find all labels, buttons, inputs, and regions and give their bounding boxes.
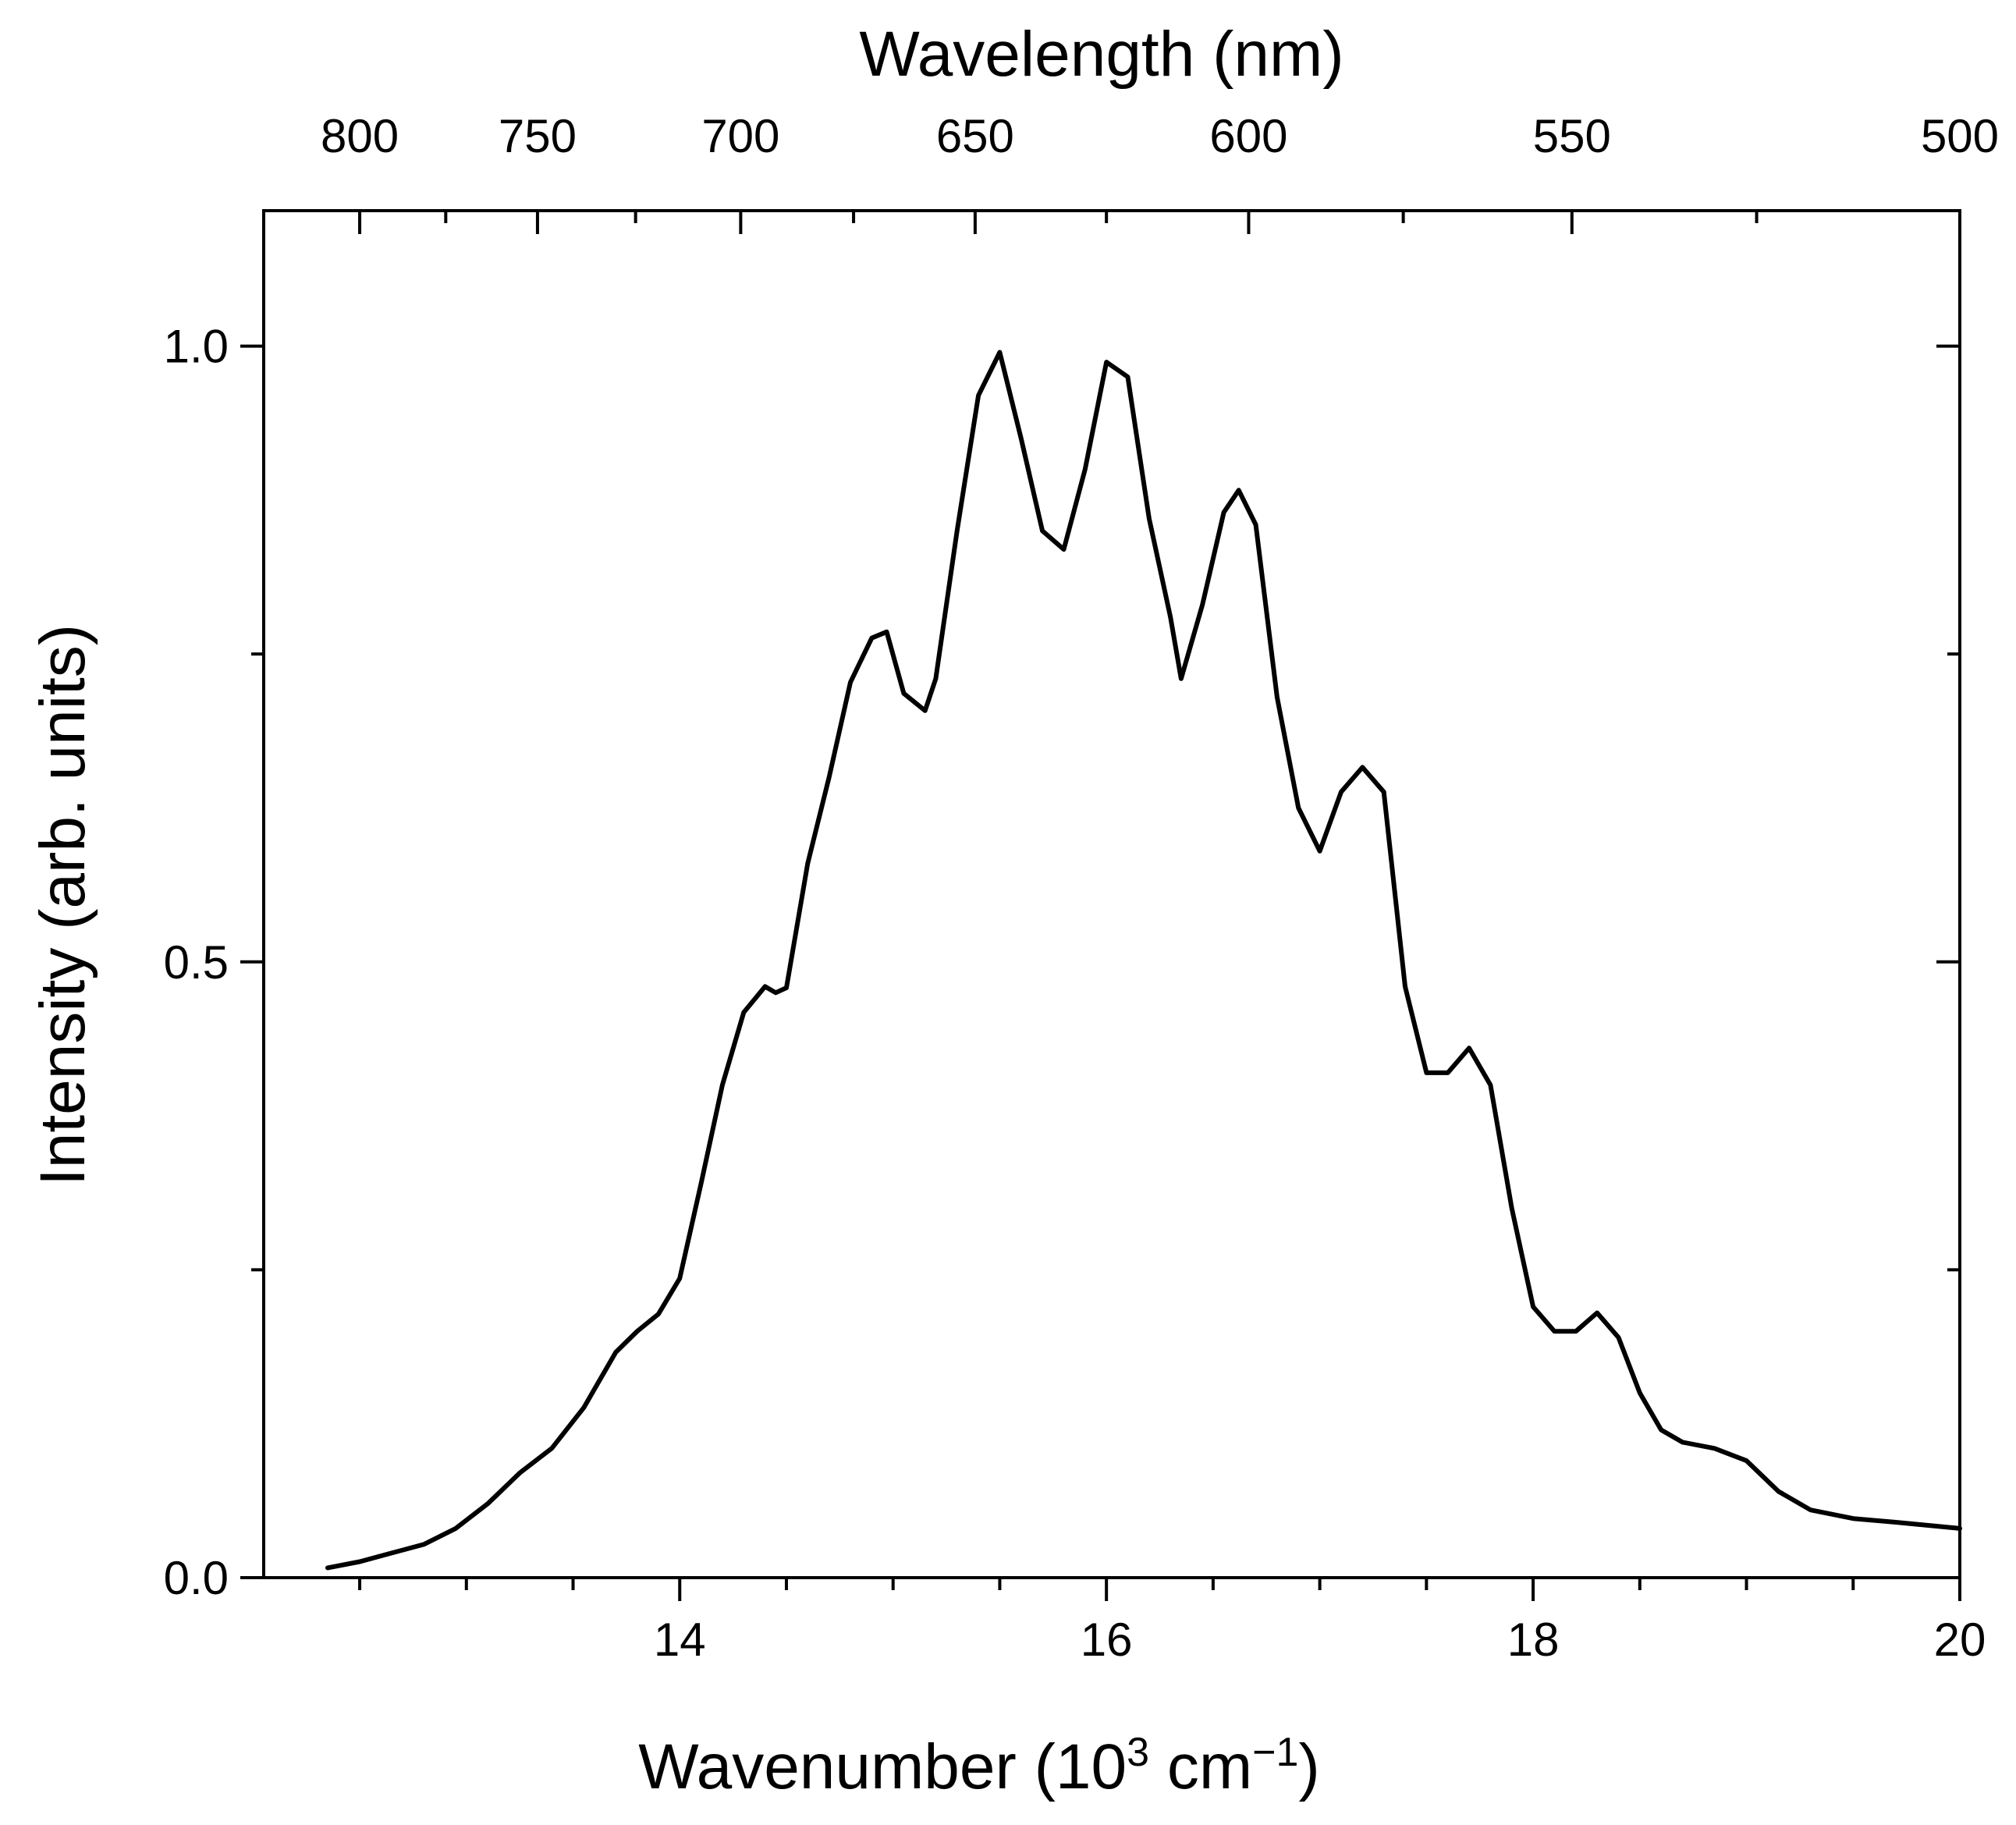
spectrum-series-line <box>325 350 1962 1571</box>
top-tick-label: 550 <box>1533 110 1611 162</box>
top-tick-label: 600 <box>1209 110 1287 162</box>
x-tick-label: 16 <box>1081 1614 1133 1666</box>
plot-frame <box>262 209 1961 1579</box>
x-axis-title-main: Wavenumber (10 <box>638 1731 1127 1802</box>
x-axis-title-sup: 3 <box>1127 1730 1149 1775</box>
x-tick-label: 14 <box>654 1614 706 1666</box>
x-axis-title-unit: cm <box>1149 1731 1252 1802</box>
top-tick-label: 750 <box>499 110 577 162</box>
y-tick-label: 0.5 <box>164 936 229 989</box>
x-axis-title-unit-sup: −1 <box>1252 1730 1298 1775</box>
top-tick-label: 700 <box>701 110 779 162</box>
top-tick-label: 650 <box>936 110 1014 162</box>
y-tick-label: 0.0 <box>164 1552 229 1604</box>
y-tick-label: 1.0 <box>164 321 229 373</box>
axis-ticks <box>240 211 1961 1601</box>
x-tick-label: 18 <box>1507 1614 1560 1666</box>
top-tick-label: 500 <box>1921 110 1999 162</box>
x-axis-title: Wavenumber (103 cm−1) <box>638 1730 1320 1802</box>
y-axis-title: Intensity (arb. units) <box>27 624 98 1186</box>
x-axis-title-close: ) <box>1298 1731 1319 1802</box>
x-tick-label: 20 <box>1934 1614 1986 1666</box>
tick-labels: 14 16 18 20 0.0 0.5 1.0 800 750 700 650 600 550 500 <box>164 110 1999 1666</box>
top-axis-title: Wavelength (nm) <box>859 19 1343 90</box>
top-tick-label: 800 <box>321 110 399 162</box>
